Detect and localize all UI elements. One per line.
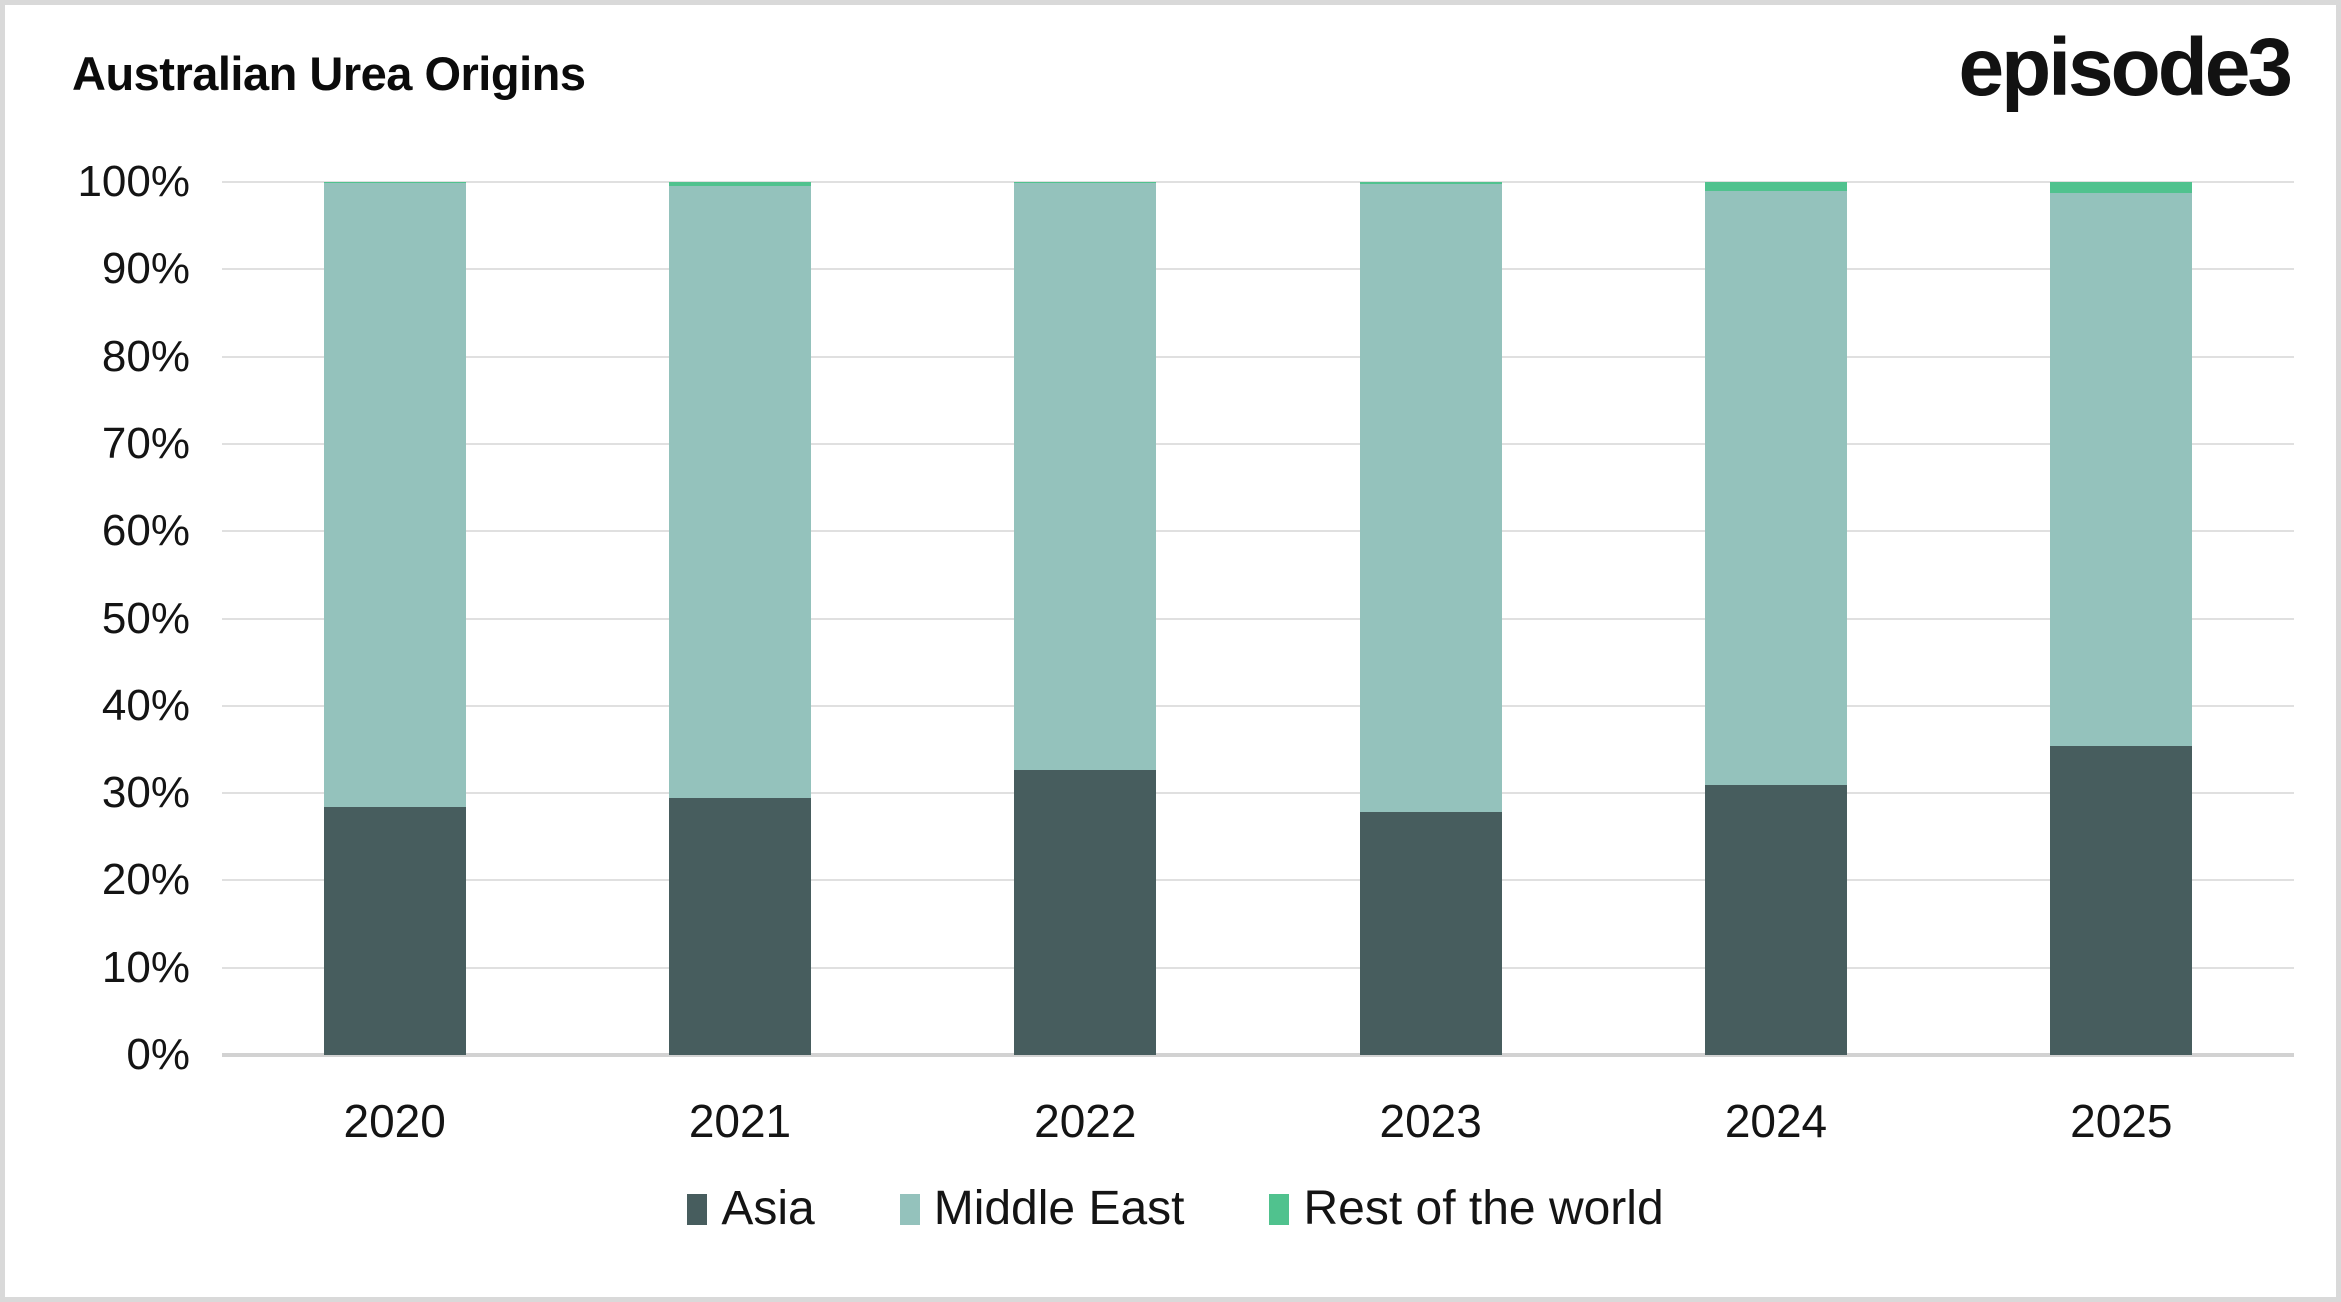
- gridline-30%: [222, 792, 2294, 795]
- gridline-0%: [222, 1053, 2294, 1057]
- x-tick-label-2024: 2024: [1724, 1095, 1828, 1147]
- bar-slot-2022: [913, 182, 1258, 1055]
- bar-segment-asia: [323, 807, 466, 1055]
- legend-marker-icon: [1269, 1193, 1290, 1225]
- legend-item-asia: Asia: [687, 1182, 815, 1236]
- stacked-bar-2020: [323, 182, 466, 1055]
- stacked-bar-2021: [668, 182, 811, 1055]
- bar-slot-2025: [1949, 182, 2294, 1055]
- x-tick-label-2021: 2021: [688, 1095, 792, 1147]
- stacked-bar-2022: [1014, 182, 1157, 1055]
- gridline-80%: [222, 355, 2294, 358]
- legend-label: Middle East: [933, 1182, 1185, 1235]
- bar-segment-rest-of-the-world: [323, 182, 466, 183]
- y-tick-label: 90%: [101, 244, 190, 294]
- y-tick-label: 50%: [101, 593, 190, 643]
- bar-segment-middle-east: [1014, 182, 1157, 771]
- x-tick-label-2022: 2022: [1034, 1095, 1137, 1147]
- legend-marker-icon: [899, 1193, 920, 1225]
- y-tick-label: 10%: [101, 942, 190, 992]
- legend-marker-icon: [687, 1193, 708, 1225]
- bar-segment-rest-of-the-world: [2050, 182, 2193, 193]
- bar-segment-rest-of-the-world: [1704, 182, 1847, 191]
- gridline-50%: [222, 617, 2294, 620]
- gridline-70%: [222, 442, 2294, 445]
- bar-segment-middle-east: [1704, 190, 1847, 786]
- bar-segment-asia: [668, 798, 811, 1055]
- legend-item-middle-east: Middle East: [899, 1182, 1185, 1236]
- y-axis-labels: 0% 10% 20% 30% 40% 50% 60% 70% 80% 90% 100%: [5, 160, 190, 1077]
- x-axis-labels: 2020 2021 2022 2023 2024 2025: [222, 1091, 2294, 1151]
- y-tick-label: 70%: [101, 418, 190, 468]
- bar-segment-rest-of-the-world: [668, 182, 811, 186]
- y-tick-label: 100%: [77, 157, 190, 206]
- legend-label: Rest of the world: [1303, 1182, 1664, 1235]
- gridline-60%: [222, 530, 2294, 533]
- x-tick-label-2023: 2023: [1379, 1095, 1482, 1147]
- stacked-bar-2025: [2050, 182, 2193, 1055]
- bar-segment-rest-of-the-world: [1359, 182, 1502, 184]
- x-tick-label-2020: 2020: [343, 1095, 446, 1147]
- gridline-40%: [222, 704, 2294, 707]
- y-tick-label: 60%: [101, 506, 190, 556]
- legend-label: Asia: [721, 1182, 815, 1235]
- legend-item-rest-of-the-world: Rest of the world: [1269, 1182, 1664, 1236]
- gridline-100%: [222, 181, 2294, 183]
- bar-segment-middle-east: [2050, 192, 2193, 746]
- y-tick-label: 40%: [101, 680, 190, 730]
- stacked-bar-2023: [1359, 182, 1502, 1055]
- bar-slot-2023: [1258, 182, 1603, 1055]
- bar-segment-asia: [1704, 785, 1847, 1055]
- bar-slot-2024: [1603, 182, 1948, 1055]
- episode3-logo: episode3: [1958, 22, 2293, 113]
- legend: Asia Middle East Rest of the world: [5, 1182, 2341, 1236]
- gridline-20%: [222, 879, 2294, 882]
- bar-segment-asia: [1359, 812, 1502, 1055]
- stacked-bar-2024: [1704, 182, 1847, 1055]
- y-tick-label: 80%: [101, 331, 190, 381]
- chart-title: Australian Urea Origins: [72, 47, 586, 100]
- gridline-10%: [222, 966, 2294, 969]
- y-tick-label: 30%: [101, 768, 190, 818]
- bar-segment-middle-east: [323, 182, 466, 808]
- y-tick-label: 0%: [126, 1030, 190, 1079]
- bar-segment-middle-east: [1359, 183, 1502, 813]
- x-tick-label-2025: 2025: [2070, 1095, 2173, 1147]
- y-tick-label: 20%: [101, 855, 190, 905]
- bar-segment-asia: [2050, 745, 2193, 1055]
- bar-segment-middle-east: [668, 185, 811, 799]
- bar-segment-asia: [1014, 770, 1157, 1055]
- bar-slot-2021: [567, 182, 912, 1055]
- gridline-90%: [222, 268, 2294, 271]
- bar-slot-2020: [222, 182, 567, 1055]
- bar-segment-rest-of-the-world: [1014, 182, 1157, 183]
- plot-area: [222, 181, 2294, 1057]
